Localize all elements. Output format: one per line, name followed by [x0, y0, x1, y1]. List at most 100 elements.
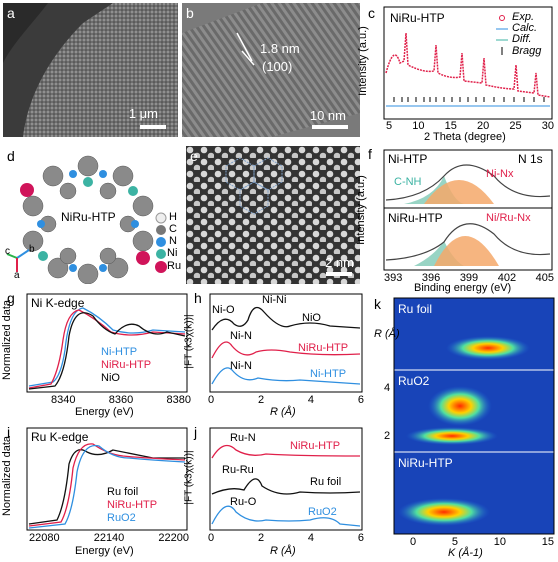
x-tick: 0 — [208, 532, 215, 544]
peak-ru-ru: Ru-Ru — [222, 464, 254, 476]
ru-xanes-chart — [26, 427, 188, 531]
axis-b: b — [29, 244, 35, 255]
x-axis-label: R (Å) — [270, 406, 296, 418]
panel-letter: h — [194, 290, 202, 306]
legend-diff: Diff. — [512, 33, 532, 45]
panel-a: a 1 μm — [3, 3, 178, 137]
y-axis-label: Normalized data — [1, 435, 14, 517]
axis-a: a — [14, 270, 20, 281]
x-axis-label: Binding energy (eV) — [414, 282, 512, 294]
y-tick: 4 — [384, 382, 391, 394]
x-tick: 6 — [357, 394, 364, 406]
x-tick: 15 — [444, 120, 457, 132]
x-axis-label: R (Å) — [270, 545, 296, 557]
legend-h: H — [169, 211, 177, 223]
x-ticks: 0 2 4 6 — [208, 532, 364, 544]
peak-ni-n: Ni-N — [230, 360, 252, 372]
panel-letter: i — [7, 424, 11, 440]
x-ticks: 0 2 4 6 — [208, 394, 364, 406]
peak-ru-n: Ru-N — [230, 432, 256, 444]
strip-ruo2: RuO2 — [398, 374, 430, 388]
legend-bragg: Bragg — [512, 45, 542, 57]
x-axis-label: K (Å-1) — [448, 547, 483, 559]
x-tick: 2 — [257, 394, 265, 406]
legend-ni: Ni — [167, 247, 178, 259]
x-axis-label: Energy (eV) — [75, 545, 134, 557]
wavelet-transform-maps — [393, 297, 555, 535]
x-tick: 396 — [421, 272, 441, 284]
panel-letter: k — [374, 296, 381, 312]
x-tick: 0 — [410, 536, 417, 548]
x-tick: 22200 — [158, 532, 189, 544]
x-tick: 0 — [208, 394, 215, 406]
sample-ni-htp: Ni-HTP — [388, 152, 428, 166]
lattice-plane-label: (100) — [262, 59, 293, 74]
axis-c: c — [5, 246, 10, 257]
legend-ru-foil: Ru foil — [107, 486, 139, 498]
xps-chart — [383, 149, 553, 271]
scale-bar — [326, 272, 352, 276]
panel-letter: a — [7, 5, 15, 21]
panel-letter: g — [7, 290, 15, 306]
x-axis-label: Energy (eV) — [75, 406, 134, 418]
peak-ni-nx: Ni-Nx — [486, 168, 514, 180]
chart-title: NiRu-HTP — [390, 11, 445, 25]
x-tick: 8360 — [108, 394, 134, 406]
y-axis-label: R (Å) — [374, 328, 400, 340]
legend-niru-htp: NiRu-HTP — [107, 499, 158, 511]
legend-niru-htp: NiRu-HTP — [101, 359, 152, 371]
peak-ni-ni: Ni-Ni — [262, 294, 287, 306]
panel-b-image — [182, 3, 360, 137]
panel-e-image — [186, 146, 360, 284]
structure-label: NiRu-HTP — [61, 210, 116, 224]
panel-letter: d — [7, 148, 15, 164]
x-ticks: 5 10 15 20 25 30 — [386, 120, 554, 132]
legend-n: N — [169, 235, 177, 247]
legend-ni-htp: Ni-HTP — [101, 346, 138, 358]
x-tick: 4 — [307, 532, 315, 544]
x-ticks: 8340 8360 8380 — [51, 394, 191, 406]
curve-nio: NiO — [302, 312, 321, 324]
y-axis-label: Intensity (a.u.) — [354, 175, 367, 245]
scale-bar — [312, 125, 348, 129]
scale-bar — [140, 125, 166, 129]
x-tick: 30 — [541, 120, 554, 132]
x-tick: 22080 — [29, 532, 60, 544]
x-ticks: 22080 22140 22200 — [29, 532, 189, 544]
x-tick: 10 — [412, 120, 425, 132]
panel-letter: j — [194, 424, 198, 440]
panel-b: b 1.8 nm (100) 10 nm — [182, 3, 360, 137]
ni-xanes-chart — [26, 293, 188, 393]
y-tick: 2 — [384, 430, 391, 442]
chart-title: Ni K-edge — [31, 296, 85, 310]
x-tick: 5 — [451, 536, 458, 548]
lattice-spacing-label: 1.8 nm — [260, 41, 300, 56]
panel-f: f N 1s Ni-HTP C-NH Ni-Nx NiRu-HTP Ni/Ru-… — [355, 146, 556, 294]
curve-niru-htp: NiRu-HTP — [298, 342, 349, 354]
panel-letter: e — [190, 148, 198, 164]
scale-bar-label: 2 nm — [325, 255, 354, 270]
y-axis-label: |FT (k3χ(k))| — [183, 314, 195, 369]
x-tick: 2 — [257, 532, 265, 544]
scale-bar-label: 1 μm — [128, 106, 158, 121]
peak-c-nh: C-NH — [394, 176, 422, 188]
panel-j: j Ru-N Ru-Ru Ru-O NiRu-HTP Ru foil RuO2 … — [184, 424, 366, 560]
x-tick: 10 — [493, 536, 506, 548]
panel-a-image — [3, 3, 178, 137]
panel-i: i Ru K-edge Ru foil NiRu-HTP RuO2 Normal… — [1, 424, 189, 560]
x-tick: 4 — [307, 394, 315, 406]
x-ticks: 0 5 10 15 — [410, 536, 554, 548]
panel-k: k Ru foil RuO2 NiRu-HTP R (Å) 4 2 0 5 10… — [370, 296, 556, 560]
y-axis-label: Normalized data — [1, 299, 14, 381]
panel-e: e 2 nm — [186, 146, 360, 284]
x-tick: 20 — [477, 120, 490, 132]
panel-d: d NiRu-HTP H C N Ni Ru c b a — [3, 146, 181, 284]
panel-letter: c — [368, 5, 375, 21]
strip-ru-foil: Ru foil — [398, 302, 433, 316]
legend-ruo2: RuO2 — [107, 512, 136, 524]
curve-ruo2: RuO2 — [308, 506, 337, 518]
xrd-chart — [383, 6, 553, 120]
curve-niru-htp: NiRu-HTP — [290, 440, 341, 452]
sample-niru-htp: NiRu-HTP — [388, 211, 443, 225]
scale-bar-label: 10 nm — [309, 108, 346, 123]
